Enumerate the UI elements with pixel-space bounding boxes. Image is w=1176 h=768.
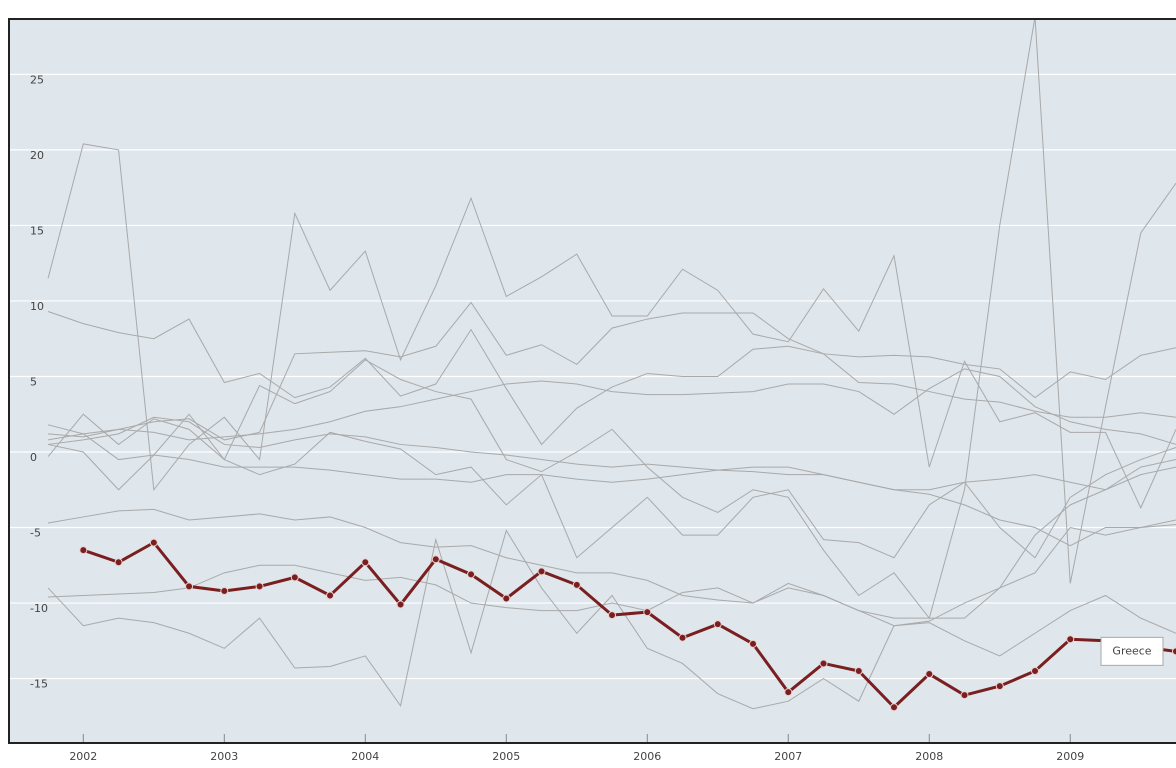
marker [115, 559, 122, 566]
marker [503, 595, 510, 602]
marker [150, 539, 157, 546]
x-tick-label: 2007 [774, 750, 802, 763]
x-tick-label: 2002 [69, 750, 97, 763]
marker [679, 634, 686, 641]
marker [961, 692, 968, 699]
marker [1032, 668, 1039, 675]
marker [432, 556, 439, 563]
marker [820, 660, 827, 667]
marker [996, 683, 1003, 690]
y-tick-label: 25 [30, 73, 44, 86]
plot-background [10, 20, 1176, 742]
marker [891, 704, 898, 711]
y-tick-label: -5 [30, 527, 41, 540]
marker [1173, 648, 1176, 655]
marker [926, 671, 933, 678]
series-label: Greece [1112, 644, 1151, 657]
marker [1067, 636, 1074, 643]
marker [256, 583, 263, 590]
y-tick-label: 5 [30, 375, 37, 388]
marker [80, 547, 87, 554]
y-tick-label: 15 [30, 224, 44, 237]
marker [750, 640, 757, 647]
x-tick-label: 2005 [492, 750, 520, 763]
marker [327, 592, 334, 599]
marker [538, 568, 545, 575]
marker [785, 689, 792, 696]
marker [644, 609, 651, 616]
x-tick-label: 2003 [210, 750, 238, 763]
marker [573, 581, 580, 588]
marker [714, 621, 721, 628]
y-tick-label: 10 [30, 300, 44, 313]
x-tick-label: 2004 [351, 750, 379, 763]
y-tick-label: 20 [30, 149, 44, 162]
x-tick-label: 2006 [633, 750, 661, 763]
marker [186, 583, 193, 590]
marker [609, 612, 616, 619]
marker [362, 559, 369, 566]
y-tick-label: -15 [30, 678, 48, 691]
x-tick-label: 2009 [1056, 750, 1084, 763]
marker [397, 601, 404, 608]
marker [291, 574, 298, 581]
marker [221, 587, 228, 594]
y-tick-label: -10 [30, 602, 48, 615]
marker [468, 571, 475, 578]
x-tick-label: 2008 [915, 750, 943, 763]
y-tick-label: 0 [30, 451, 37, 464]
marker [855, 668, 862, 675]
